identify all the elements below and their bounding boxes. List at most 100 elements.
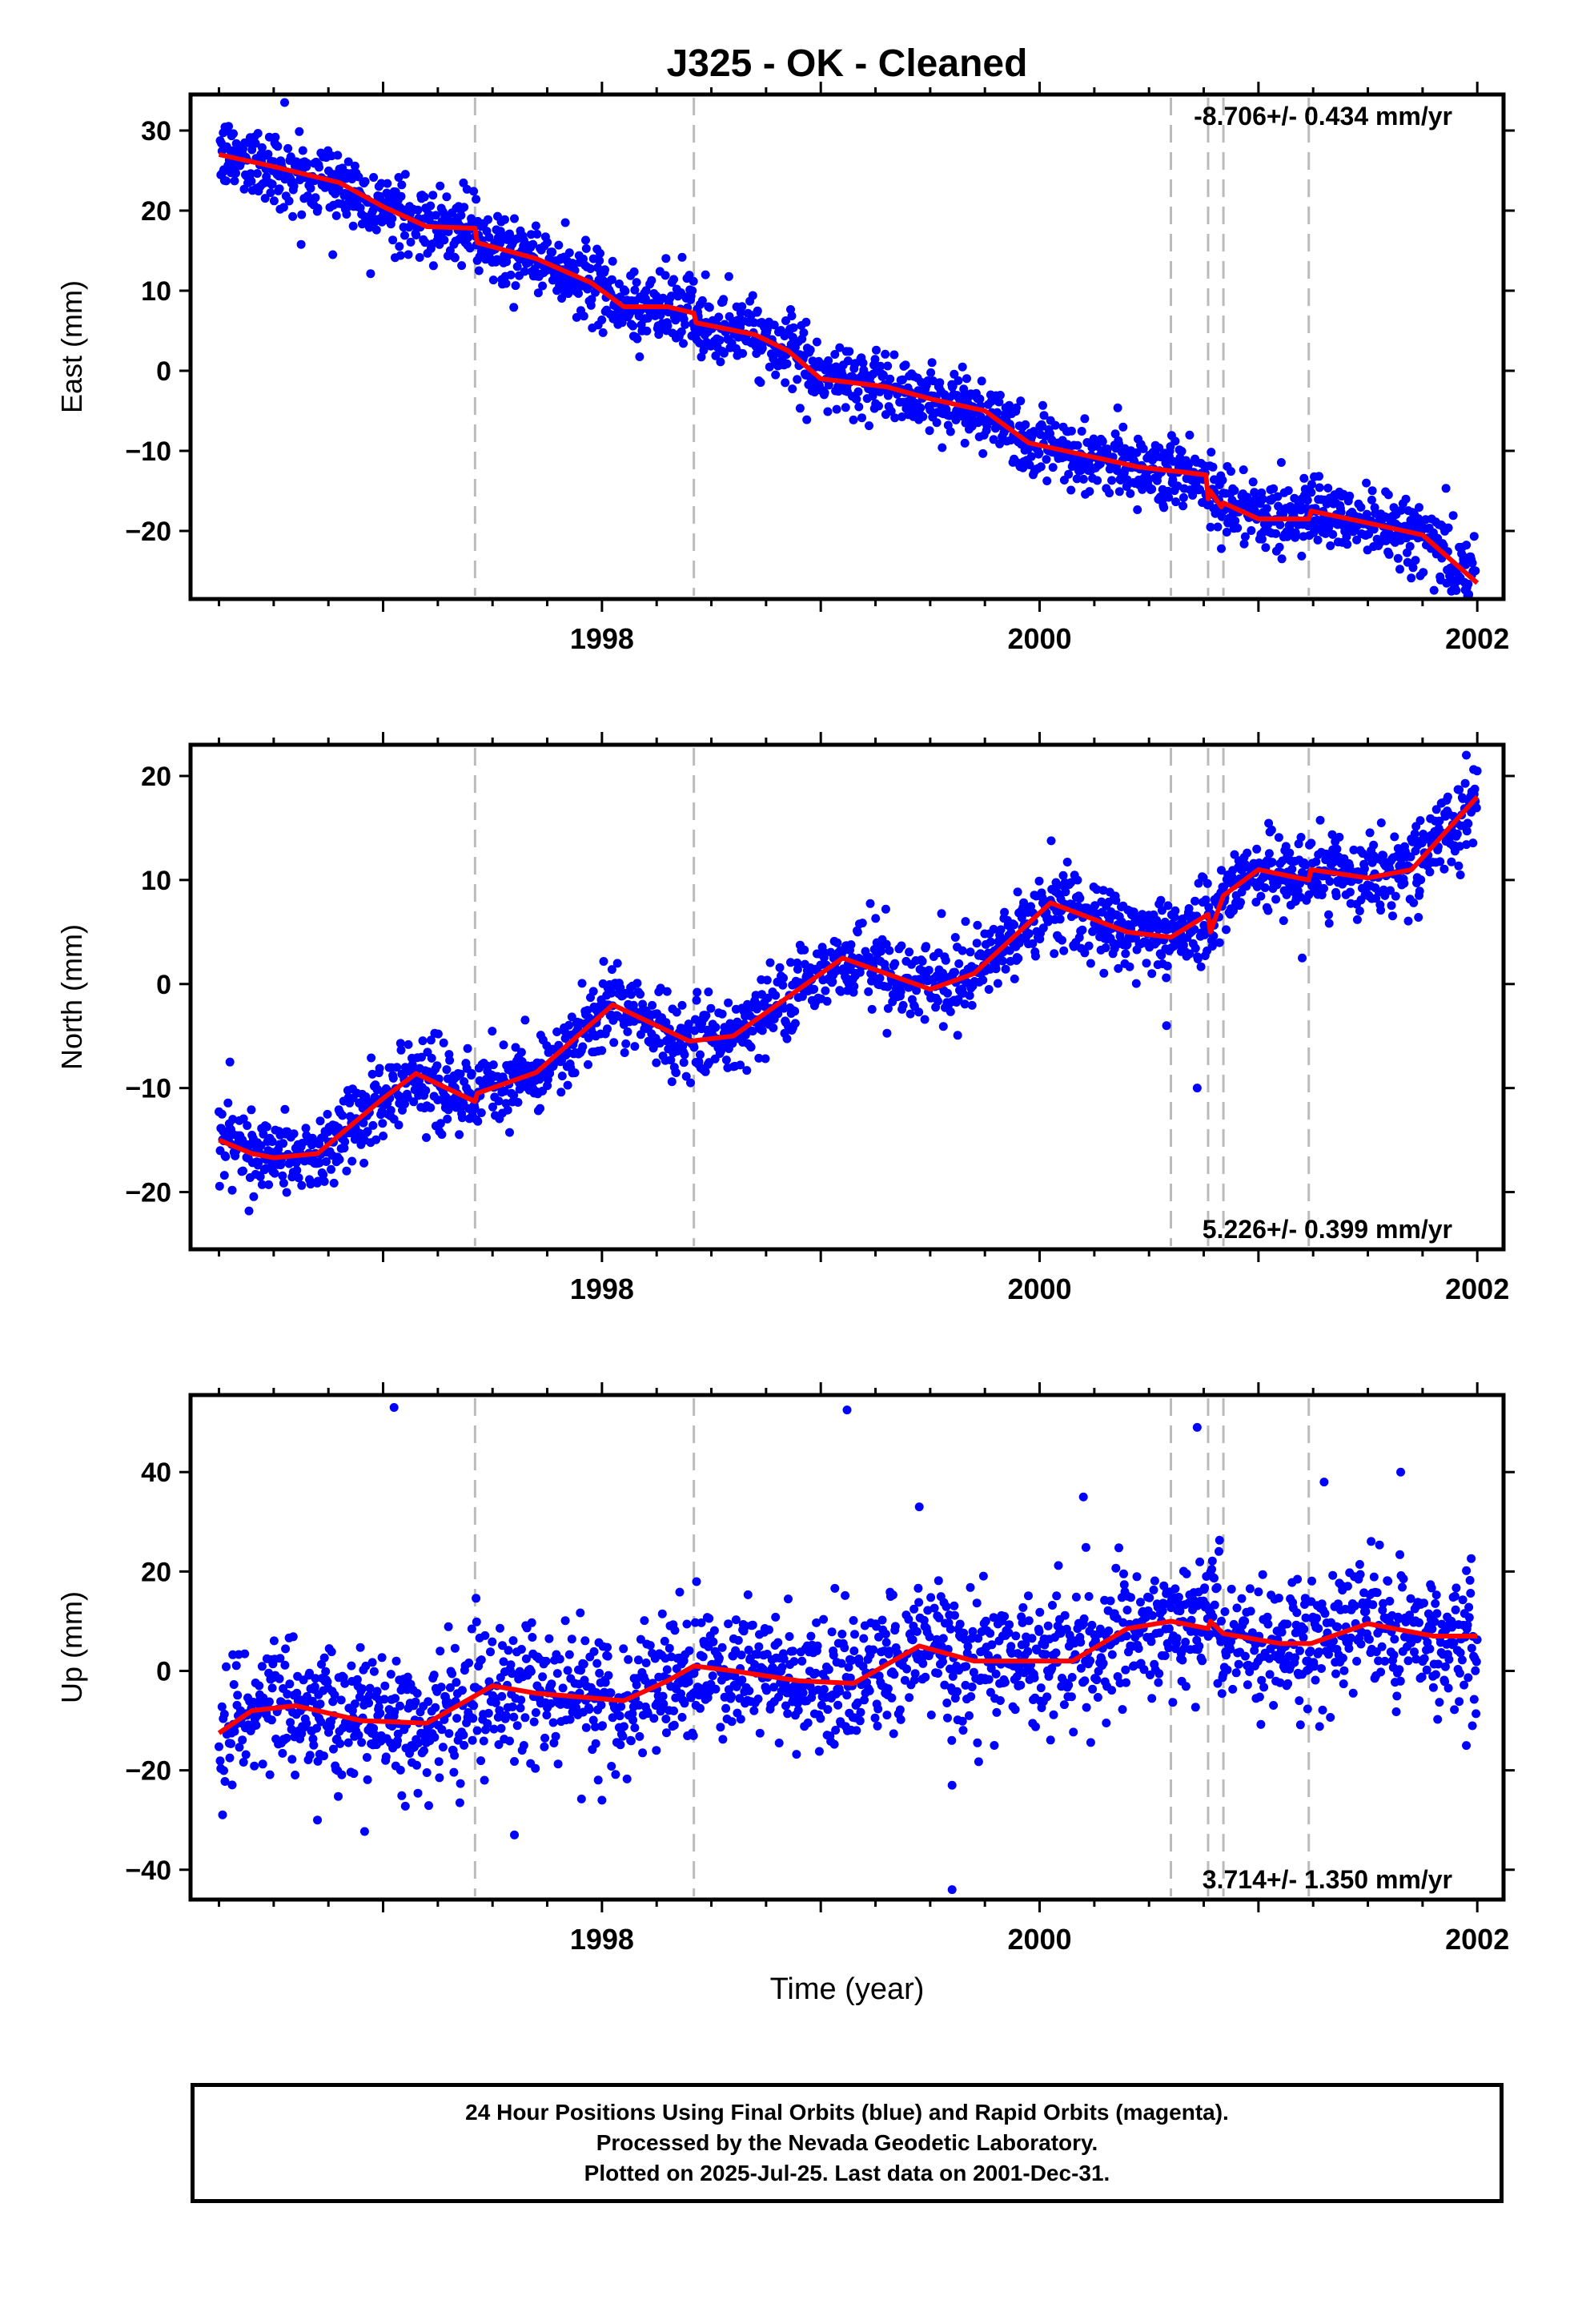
data-point	[428, 261, 438, 271]
data-point	[867, 1004, 877, 1014]
data-point	[984, 985, 994, 994]
data-point	[1311, 857, 1321, 866]
data-point	[1471, 566, 1480, 576]
data-point	[330, 1691, 339, 1700]
data-point	[812, 337, 821, 347]
data-point	[1152, 937, 1162, 947]
data-point	[954, 959, 964, 968]
data-point	[628, 321, 638, 331]
data-point	[878, 370, 888, 380]
data-point	[934, 996, 942, 1006]
data-point	[859, 1634, 869, 1643]
data-point	[512, 1721, 522, 1731]
data-point	[1414, 913, 1423, 922]
data-point	[986, 937, 995, 947]
data-point	[1217, 544, 1226, 553]
data-point	[844, 1663, 853, 1672]
data-point	[877, 947, 885, 956]
data-point	[1417, 838, 1427, 848]
data-point	[823, 407, 833, 416]
data-point	[914, 1598, 924, 1607]
data-point	[222, 1662, 231, 1671]
data-point	[313, 1176, 323, 1186]
data-point	[896, 1715, 905, 1724]
data-point	[223, 1098, 233, 1108]
data-point	[914, 1007, 924, 1017]
data-point	[400, 231, 409, 240]
data-point	[394, 173, 404, 182]
data-point	[519, 1741, 528, 1750]
data-point	[457, 261, 467, 271]
data-point	[943, 988, 952, 998]
data-point	[280, 1104, 290, 1114]
data-point	[1263, 906, 1273, 915]
data-point	[721, 1055, 731, 1065]
data-point	[570, 1068, 580, 1078]
data-point	[496, 1623, 504, 1633]
data-point	[1227, 872, 1237, 882]
data-point	[456, 1069, 465, 1079]
model-fit-line	[218, 794, 1480, 1160]
data-point	[677, 1712, 687, 1722]
data-point	[837, 1630, 847, 1638]
data-point	[336, 1695, 346, 1705]
data-point	[1335, 832, 1344, 842]
data-point	[576, 1794, 586, 1803]
data-point	[414, 1739, 424, 1747]
data-point	[452, 1678, 461, 1687]
data-point	[309, 1740, 319, 1750]
data-point	[887, 1693, 897, 1703]
data-point	[890, 413, 900, 423]
data-point	[652, 1746, 661, 1755]
data-point	[666, 1055, 676, 1065]
data-point	[1411, 556, 1420, 565]
y-tick-label: −10	[125, 1074, 171, 1104]
data-point	[319, 1751, 328, 1761]
data-point	[557, 1072, 567, 1081]
data-point	[1208, 462, 1218, 472]
data-point	[1169, 456, 1178, 466]
data-point	[1078, 925, 1087, 935]
data-point	[251, 139, 260, 148]
data-point	[596, 1700, 606, 1710]
data-point	[1407, 573, 1416, 583]
data-point	[1460, 778, 1470, 788]
data-point	[1395, 565, 1404, 574]
data-point	[338, 1111, 347, 1120]
y-tick-label: 30	[141, 116, 171, 147]
data-point	[381, 1752, 391, 1762]
data-point	[543, 238, 552, 247]
data-point	[689, 1043, 699, 1052]
data-point	[1256, 891, 1266, 901]
data-point	[229, 1680, 239, 1689]
data-points	[215, 1403, 1482, 1895]
data-point	[1075, 894, 1085, 903]
data-point	[881, 1630, 890, 1638]
data-point	[630, 285, 640, 295]
data-point	[354, 1731, 363, 1740]
data-point	[311, 193, 320, 203]
data-point	[1273, 492, 1283, 501]
data-point	[898, 1000, 908, 1010]
velocity-rate-label: 5.226+/- 0.399 mm/yr	[1203, 1215, 1452, 1244]
data-point	[227, 1780, 237, 1790]
data-point	[472, 1617, 481, 1626]
data-point	[874, 1632, 883, 1642]
data-point	[1443, 523, 1453, 533]
data-point	[742, 1066, 752, 1076]
data-point	[809, 984, 819, 994]
data-point	[737, 302, 747, 312]
data-point	[916, 403, 926, 412]
data-point	[1201, 895, 1211, 905]
data-point	[870, 1713, 880, 1723]
data-point	[369, 1667, 379, 1676]
data-point	[501, 1711, 511, 1720]
data-point	[357, 1738, 367, 1747]
data-point	[822, 996, 832, 1006]
data-point	[783, 1709, 793, 1719]
data-point	[513, 1098, 523, 1107]
data-point	[754, 1642, 764, 1651]
data-point	[1048, 463, 1058, 472]
y-tick-label: 10	[141, 866, 171, 896]
data-point	[806, 1631, 816, 1641]
